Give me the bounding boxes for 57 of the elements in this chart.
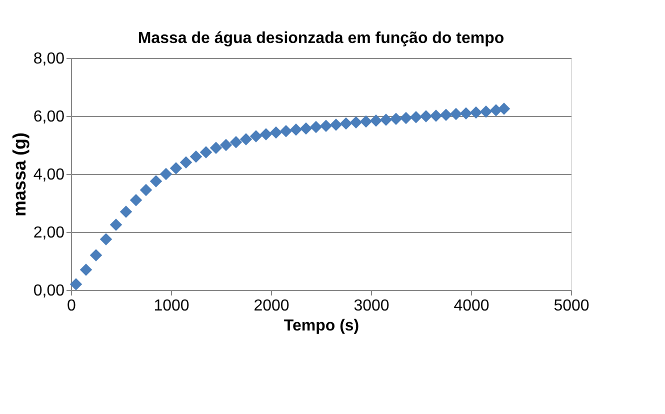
point: [90, 249, 102, 262]
point: [498, 102, 510, 115]
point: [390, 112, 402, 126]
point: [220, 138, 232, 152]
x-tick-label: 2000: [254, 298, 290, 314]
point: [360, 115, 372, 128]
point: [450, 108, 462, 120]
point: [240, 133, 252, 146]
point: [250, 130, 262, 142]
point: [210, 142, 222, 154]
y-tick-label: 6,00: [33, 108, 65, 126]
y-tick-label: 8,00: [33, 50, 65, 68]
point: [470, 106, 482, 119]
x-axis-title: Tempo (s): [284, 318, 360, 334]
point: [180, 156, 192, 169]
point: [70, 278, 82, 290]
point: [290, 124, 302, 136]
y-tick-label: 0,00: [33, 282, 65, 300]
point: [340, 117, 352, 130]
point: [410, 111, 422, 124]
point: [110, 218, 122, 231]
y-tick-label: 4,00: [33, 166, 65, 184]
point: [280, 124, 292, 138]
point: [480, 106, 492, 118]
point: [130, 194, 142, 206]
point: [310, 120, 322, 134]
chart-title: Massa de água desionzada em função do tempo: [138, 30, 504, 47]
point: [460, 107, 472, 120]
x-tick-label: 1000: [154, 298, 190, 314]
point: [260, 128, 272, 140]
point: [140, 184, 152, 196]
point: [150, 175, 162, 188]
point: [420, 110, 432, 122]
y-tick-label: 2,00: [33, 224, 65, 242]
point: [430, 110, 442, 122]
y-axis-title: massa (g): [9, 132, 30, 217]
point: [350, 116, 362, 129]
point: [80, 264, 92, 276]
point: [200, 146, 212, 158]
point: [270, 126, 282, 139]
point: [190, 150, 202, 163]
point: [120, 206, 132, 218]
point: [230, 136, 242, 148]
point: [380, 114, 392, 126]
point: [320, 120, 332, 132]
point: [160, 168, 172, 180]
point: [330, 118, 342, 131]
point: [170, 162, 182, 174]
x-tick-label: 0: [67, 298, 76, 314]
point: [100, 233, 112, 246]
point: [440, 108, 452, 121]
point: [300, 122, 312, 135]
point: [370, 114, 382, 127]
point: [400, 112, 412, 124]
x-tick-label: 3000: [354, 298, 390, 314]
x-tick-label: 5000: [554, 298, 590, 314]
x-tick-label: 4000: [454, 298, 490, 314]
